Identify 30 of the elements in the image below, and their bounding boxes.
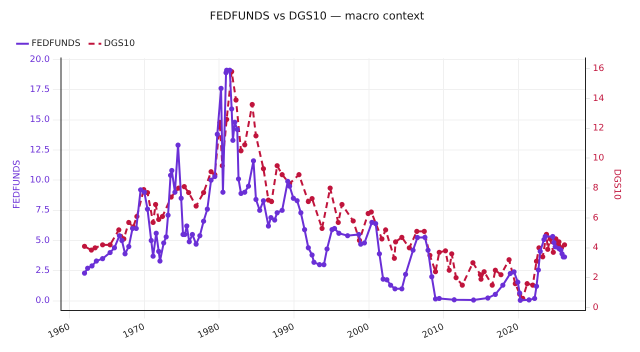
x-tick-label: 1960 bbox=[46, 322, 72, 341]
x-tick-label: 2010 bbox=[420, 322, 446, 341]
y2-tick-label: 4 bbox=[592, 243, 599, 254]
y2-tick-label: 0 bbox=[592, 302, 599, 313]
y-axis-title: FEDFUNDS bbox=[12, 160, 23, 209]
chart-title: FEDFUNDS vs DGS10 — macro context bbox=[210, 9, 425, 22]
y-tick-label: 15.0 bbox=[30, 115, 50, 126]
y-tick-label: 5.0 bbox=[36, 236, 50, 246]
y2-tick-label: 10 bbox=[592, 154, 604, 164]
x-tick-label: 1990 bbox=[271, 322, 296, 341]
y-tick-label: 7.5 bbox=[36, 206, 50, 216]
legend-label: FEDFUNDS bbox=[32, 39, 81, 50]
legend-label: DGS10 bbox=[104, 39, 136, 50]
x-tick-label: 1970 bbox=[122, 322, 147, 341]
y-tick-label: 10.0 bbox=[30, 175, 50, 186]
y2-tick-label: 12 bbox=[592, 124, 604, 134]
x-tick-label: 1980 bbox=[196, 322, 222, 341]
x-tick-label: 2020 bbox=[496, 322, 521, 341]
y2-axis-title: DGS10 bbox=[611, 168, 622, 200]
y-tick-label: 12.5 bbox=[30, 145, 50, 156]
y2-tick-label: 14 bbox=[592, 94, 604, 104]
y2-tick-label: 16 bbox=[592, 64, 604, 74]
y-tick-label: 17.5 bbox=[30, 84, 50, 95]
y2-tick-label: 6 bbox=[592, 213, 599, 224]
y-tick-label: 20.0 bbox=[30, 54, 50, 65]
x-tick-label: 2000 bbox=[346, 322, 372, 341]
y2-tick-label: 8 bbox=[592, 183, 599, 194]
y-tick-label: 2.5 bbox=[36, 266, 50, 276]
y2-tick-label: 2 bbox=[592, 273, 598, 284]
y-tick-label: 0.0 bbox=[36, 296, 50, 306]
